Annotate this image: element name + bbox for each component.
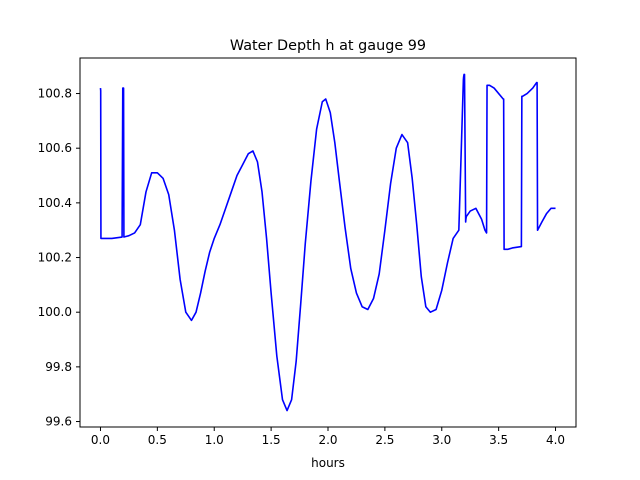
- x-tick-label: 3.0: [432, 433, 451, 447]
- y-tick-label: 100.6: [38, 141, 72, 155]
- x-axis: 0.0 0.5 1.0 1.5 2.0 2.5 3.0 3.5 4.0: [91, 427, 565, 447]
- x-tick-label: 2.0: [318, 433, 337, 447]
- y-tick-label: 100.2: [38, 251, 72, 265]
- y-tick-label: 100.4: [38, 196, 72, 210]
- y-tick-label: 100.8: [38, 87, 72, 101]
- x-axis-label: hours: [311, 456, 345, 470]
- x-tick-label: 0.0: [91, 433, 110, 447]
- y-tick-label: 99.8: [45, 360, 72, 374]
- y-axis: 99.6 99.8 100.0 100.2 100.4 100.6 100.8: [38, 87, 80, 429]
- x-tick-label: 2.5: [375, 433, 394, 447]
- x-tick-label: 1.0: [205, 433, 224, 447]
- axes-frame: [79, 57, 577, 428]
- x-tick-label: 0.5: [148, 433, 167, 447]
- x-tick-label: 3.5: [489, 433, 508, 447]
- series-line-0: [99, 73, 556, 412]
- y-tick-label: 99.6: [45, 415, 72, 429]
- plot-area: [79, 57, 577, 428]
- chart-title: Water Depth h at gauge 99: [230, 38, 426, 54]
- x-tick-label: 1.5: [262, 433, 281, 447]
- x-tick-label: 4.0: [546, 433, 565, 447]
- y-tick-label: 100.0: [38, 305, 72, 319]
